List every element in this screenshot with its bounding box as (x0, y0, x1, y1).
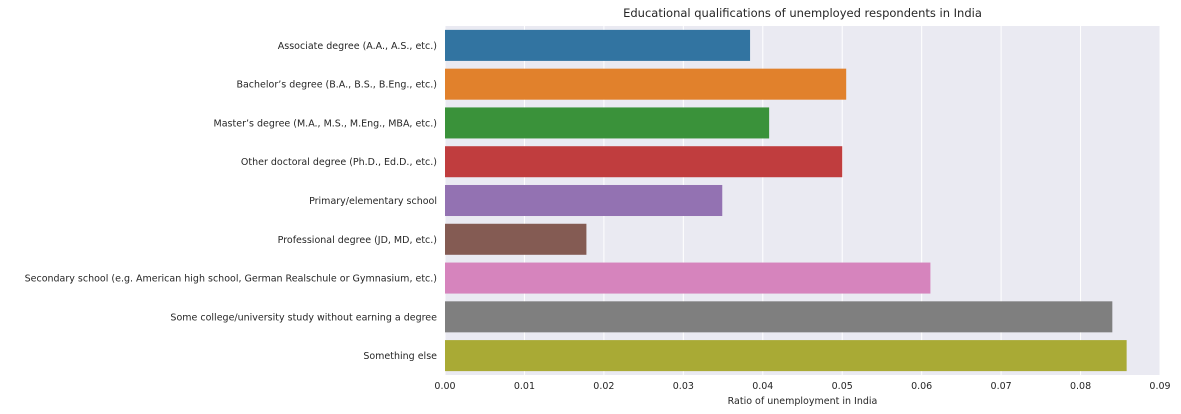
x-tick-label: 0.03 (673, 381, 694, 392)
x-tick-label: 0.00 (434, 381, 455, 392)
bar (445, 184, 723, 217)
x-tick-label: 0.08 (1070, 381, 1091, 392)
x-tick-label: 0.04 (752, 381, 773, 392)
bar (445, 262, 931, 294)
category-label: Secondary school (e.g. American high sch… (25, 274, 437, 285)
bar (445, 146, 843, 178)
bar (445, 301, 1113, 333)
category-label: Associate degree (A.A., A.S., etc.) (278, 41, 437, 52)
category-label: Professional degree (JD, MD, etc.) (278, 235, 437, 246)
chart-title: Educational qualifications of unemployed… (623, 6, 982, 20)
bar (445, 68, 847, 100)
category-label: Other doctoral degree (Ph.D., Ed.D., etc… (241, 157, 437, 168)
x-tick-label: 0.05 (832, 381, 853, 392)
x-tick-label: 0.09 (1149, 381, 1170, 392)
x-tick-label: 0.02 (593, 381, 614, 392)
x-tick-label: 0.06 (911, 381, 932, 392)
bar (445, 29, 751, 61)
bar (445, 340, 1127, 372)
category-label: Some college/university study without ea… (170, 312, 437, 323)
x-tick-label: 0.07 (991, 381, 1012, 392)
bar (445, 223, 587, 255)
bar (445, 107, 770, 139)
category-label: Primary/elementary school (309, 196, 437, 207)
category-label: Bachelor’s degree (B.A., B.S., B.Eng., e… (236, 80, 437, 91)
category-label: Something else (363, 351, 437, 362)
x-axis-label: Ratio of unemployment in India (728, 396, 878, 407)
x-tick-label: 0.01 (514, 381, 535, 392)
category-label: Master’s degree (M.A., M.S., M.Eng., MBA… (214, 118, 437, 129)
